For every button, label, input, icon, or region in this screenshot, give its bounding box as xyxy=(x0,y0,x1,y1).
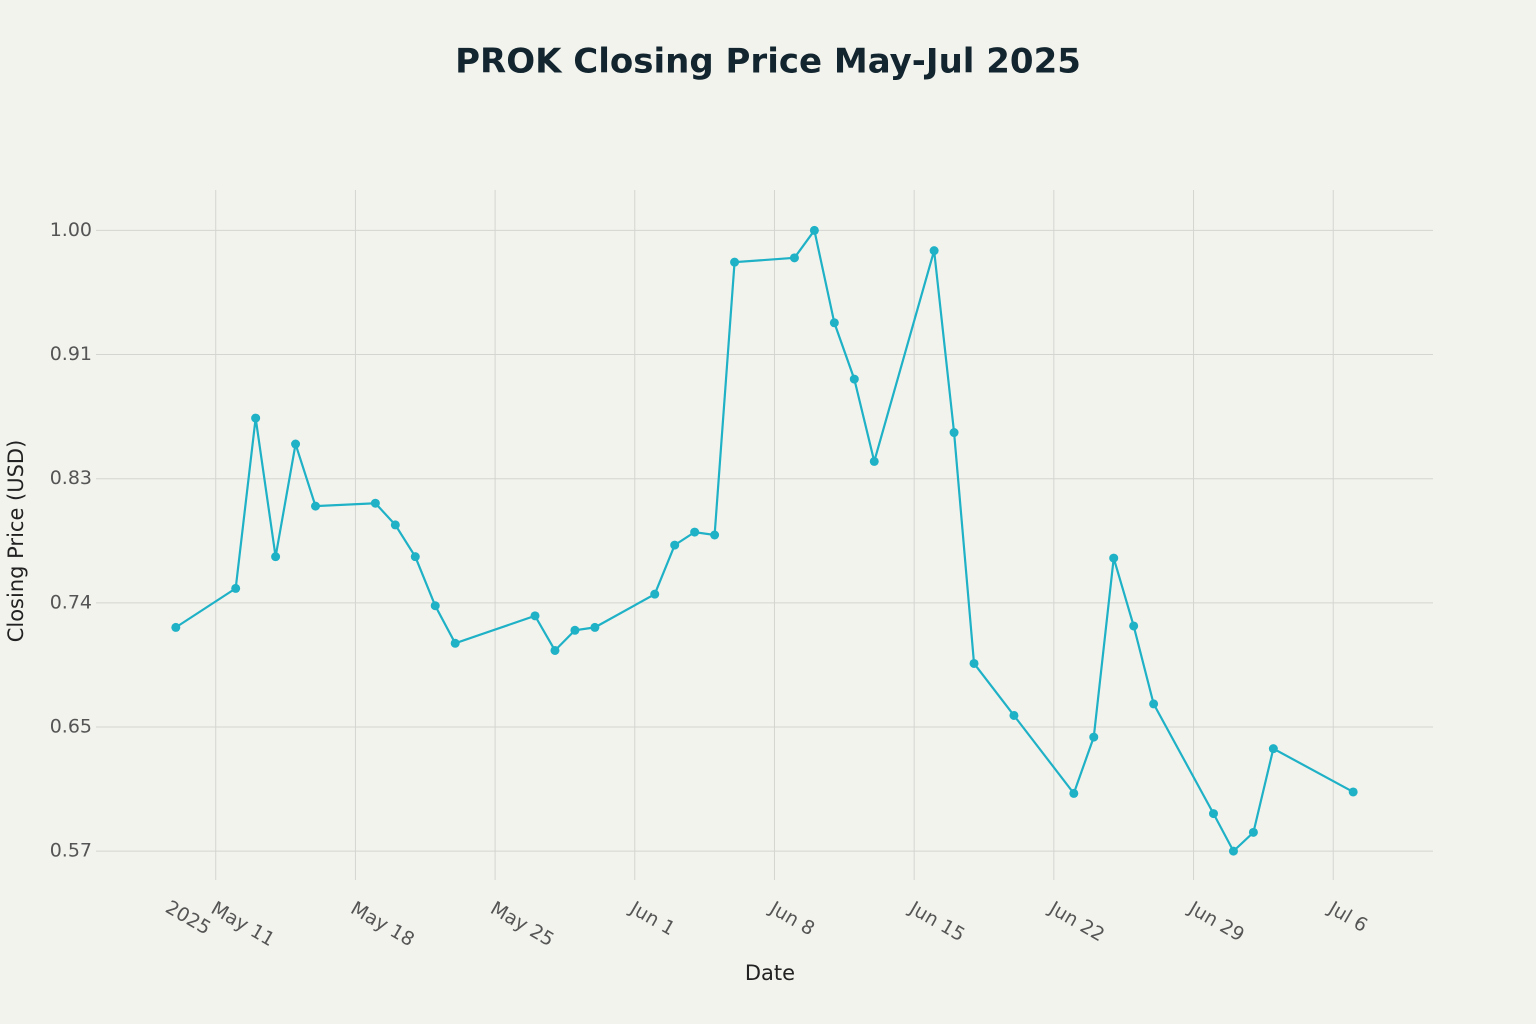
marker xyxy=(271,552,281,562)
marker xyxy=(1109,553,1119,563)
marker xyxy=(670,540,680,550)
x-tick-label: Jun 29 xyxy=(1184,897,1248,947)
marker xyxy=(949,428,959,438)
x-tick-label: May 112025 xyxy=(162,877,279,970)
marker xyxy=(1268,744,1278,754)
marker xyxy=(869,456,879,466)
x-axis-title: Date xyxy=(745,961,795,985)
y-tick-label: 0.65 xyxy=(50,715,92,737)
y-tick-label: 0.74 xyxy=(50,591,92,613)
marker xyxy=(1248,827,1258,837)
marker xyxy=(570,625,580,635)
marker xyxy=(730,257,740,267)
chart-title: PROK Closing Price May-Jul 2025 xyxy=(455,42,1081,82)
marker xyxy=(1149,699,1159,709)
y-tick-label: 1.00 xyxy=(50,219,92,241)
marker xyxy=(829,318,839,328)
marker xyxy=(690,527,700,537)
marker xyxy=(430,601,440,611)
x-tick-label: Jun 8 xyxy=(765,897,818,940)
marker xyxy=(370,498,380,508)
marker xyxy=(1228,846,1238,856)
x-tick-label: Jun 1 xyxy=(625,897,678,940)
marker xyxy=(849,374,859,384)
marker xyxy=(410,552,420,562)
marker xyxy=(530,611,540,621)
marker xyxy=(590,622,600,632)
marker xyxy=(1089,732,1099,742)
marker xyxy=(550,645,560,655)
x-tick-label: May 18 xyxy=(347,897,418,951)
x-tick-label: Jun 22 xyxy=(1044,897,1108,947)
marker xyxy=(789,253,799,263)
marker xyxy=(311,501,321,511)
y-axis-title: Closing Price (USD) xyxy=(4,440,28,643)
marker xyxy=(1009,710,1019,720)
marker xyxy=(171,622,181,632)
x-tick-label: Jul 6 xyxy=(1324,897,1371,937)
marker xyxy=(969,658,979,668)
x-tick-label: May 25 xyxy=(487,897,558,951)
marker xyxy=(710,530,720,540)
marker xyxy=(390,520,400,530)
marker xyxy=(450,638,460,648)
marker xyxy=(650,589,660,599)
line xyxy=(175,227,1354,853)
marker xyxy=(291,439,301,449)
marker xyxy=(251,413,261,423)
marker xyxy=(1348,787,1358,797)
marker xyxy=(1208,809,1218,819)
x-tick-label: Jun 15 xyxy=(905,897,969,947)
marker xyxy=(809,225,819,235)
marker xyxy=(1069,788,1079,798)
y-tick-label: 0.57 xyxy=(50,840,92,862)
y-tick-label: 0.83 xyxy=(50,467,92,489)
marker xyxy=(1129,621,1139,631)
marker xyxy=(929,246,939,256)
marker xyxy=(231,583,241,593)
y-tick-label: 0.91 xyxy=(50,343,92,365)
